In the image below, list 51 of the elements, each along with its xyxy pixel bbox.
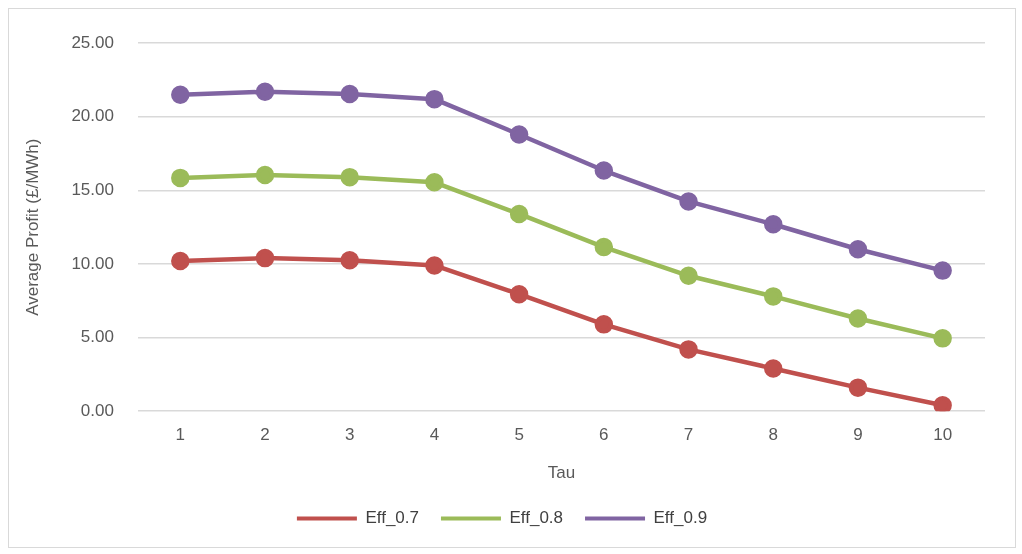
point — [425, 89, 444, 109]
legend-label: Eff_0.9 — [653, 508, 708, 528]
point — [255, 248, 275, 268]
point — [848, 309, 868, 328]
point — [594, 237, 614, 257]
point — [763, 287, 783, 306]
legend-label: Eff_0.7 — [365, 508, 419, 528]
point — [425, 256, 444, 275]
point — [679, 192, 698, 211]
y-tick-label: 20.00 — [71, 106, 114, 126]
x-tick-label: 5 — [514, 425, 524, 445]
point — [848, 378, 868, 397]
x-tick-label: 1 — [175, 425, 186, 445]
y-tick-label: 5.00 — [80, 327, 114, 347]
point — [594, 161, 614, 180]
point — [933, 329, 952, 348]
y-tick-label: 0.00 — [80, 400, 114, 420]
point — [679, 266, 698, 286]
legend-label: Eff_0.8 — [509, 508, 564, 528]
x-tick-label: 10 — [933, 425, 953, 445]
point — [340, 251, 359, 270]
point — [340, 167, 359, 187]
point — [255, 165, 275, 185]
point — [848, 240, 868, 259]
x-tick-label: 2 — [260, 425, 270, 445]
x-tick-label: 6 — [599, 425, 609, 445]
point — [679, 340, 698, 359]
point — [255, 82, 275, 102]
point — [171, 251, 190, 271]
y-tick-label: 25.00 — [71, 32, 114, 52]
point — [509, 284, 529, 304]
point — [509, 204, 529, 224]
y-axis-title: Average Profit (£/MWh) — [22, 138, 42, 316]
point — [425, 173, 444, 192]
x-tick-label: 8 — [768, 425, 778, 445]
x-tick-label: 4 — [429, 425, 440, 445]
x-axis-title: Tau — [547, 463, 576, 483]
point — [509, 125, 529, 144]
x-tick-label: 9 — [853, 425, 863, 445]
point — [171, 168, 190, 188]
y-tick-label: 15.00 — [71, 180, 114, 200]
point — [763, 215, 783, 234]
point — [171, 85, 190, 104]
x-tick-label: 7 — [683, 425, 694, 445]
point — [933, 261, 952, 280]
point — [933, 396, 952, 412]
point — [340, 84, 359, 104]
x-tick-label: 3 — [344, 425, 355, 445]
point — [763, 359, 783, 378]
point — [594, 315, 614, 334]
y-tick-label: 10.00 — [71, 253, 114, 273]
